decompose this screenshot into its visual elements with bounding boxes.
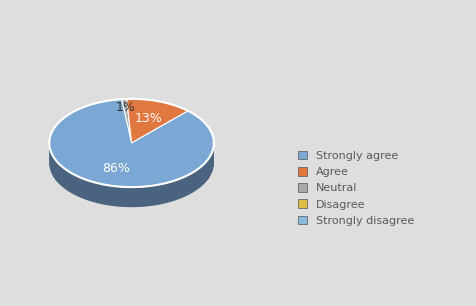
Polygon shape [53,156,209,176]
Polygon shape [50,147,213,168]
Polygon shape [54,158,208,178]
Polygon shape [52,155,210,175]
Polygon shape [58,162,205,183]
Polygon shape [49,144,213,207]
Polygon shape [49,144,213,164]
Polygon shape [50,148,213,169]
Polygon shape [50,145,213,165]
Polygon shape [50,145,213,165]
Polygon shape [50,150,212,170]
Polygon shape [53,156,210,176]
Polygon shape [50,148,213,168]
Polygon shape [51,152,211,172]
Polygon shape [54,158,209,178]
Polygon shape [52,154,211,174]
Polygon shape [53,156,210,176]
Polygon shape [53,157,209,177]
Polygon shape [50,148,213,168]
Polygon shape [52,154,211,174]
Polygon shape [50,150,212,170]
Polygon shape [54,158,208,178]
Polygon shape [50,147,213,166]
Polygon shape [52,154,211,174]
Polygon shape [53,156,210,176]
Polygon shape [57,162,206,181]
Polygon shape [55,159,208,179]
Polygon shape [56,161,207,181]
Polygon shape [50,146,213,166]
Text: 1%: 1% [116,101,135,114]
Polygon shape [57,162,206,181]
Polygon shape [49,143,213,163]
Polygon shape [56,160,207,180]
Polygon shape [57,161,206,181]
Polygon shape [54,158,208,178]
Polygon shape [53,157,209,177]
Polygon shape [49,143,213,163]
Polygon shape [51,152,212,172]
Polygon shape [52,155,210,175]
Polygon shape [56,160,207,180]
Polygon shape [53,157,209,177]
Polygon shape [50,150,212,170]
Polygon shape [57,162,205,182]
Text: 86%: 86% [102,162,130,175]
Polygon shape [55,159,208,179]
Legend: Strongly agree, Agree, Neutral, Disagree, Strongly disagree: Strongly agree, Agree, Neutral, Disagree… [293,146,417,230]
Polygon shape [55,159,208,179]
Polygon shape [52,154,211,174]
Polygon shape [50,147,213,167]
Polygon shape [50,145,213,166]
Polygon shape [50,148,213,168]
Polygon shape [50,151,212,171]
Polygon shape [57,162,206,182]
Polygon shape [50,145,213,166]
Polygon shape [50,147,213,166]
Polygon shape [55,160,208,180]
Polygon shape [49,144,213,164]
Polygon shape [50,151,212,171]
Polygon shape [50,147,213,167]
Polygon shape [49,144,213,164]
Polygon shape [50,149,213,169]
Polygon shape [50,149,213,169]
Polygon shape [50,147,213,168]
Polygon shape [127,99,188,143]
Polygon shape [51,153,211,173]
Polygon shape [49,99,213,187]
Polygon shape [50,145,213,165]
Polygon shape [56,160,207,180]
Text: 13%: 13% [134,112,162,125]
Polygon shape [49,144,213,164]
Polygon shape [50,150,212,170]
Polygon shape [58,163,205,183]
Polygon shape [50,146,213,166]
Polygon shape [52,155,210,175]
Polygon shape [50,151,212,171]
Polygon shape [51,152,212,172]
Polygon shape [121,99,131,143]
Polygon shape [52,155,210,175]
Polygon shape [54,157,209,177]
Polygon shape [55,159,208,179]
Polygon shape [51,153,211,173]
Polygon shape [50,149,213,169]
Polygon shape [51,151,212,172]
Polygon shape [50,151,212,171]
Polygon shape [51,153,211,173]
Polygon shape [56,161,207,181]
Polygon shape [58,162,205,182]
Polygon shape [51,153,211,174]
